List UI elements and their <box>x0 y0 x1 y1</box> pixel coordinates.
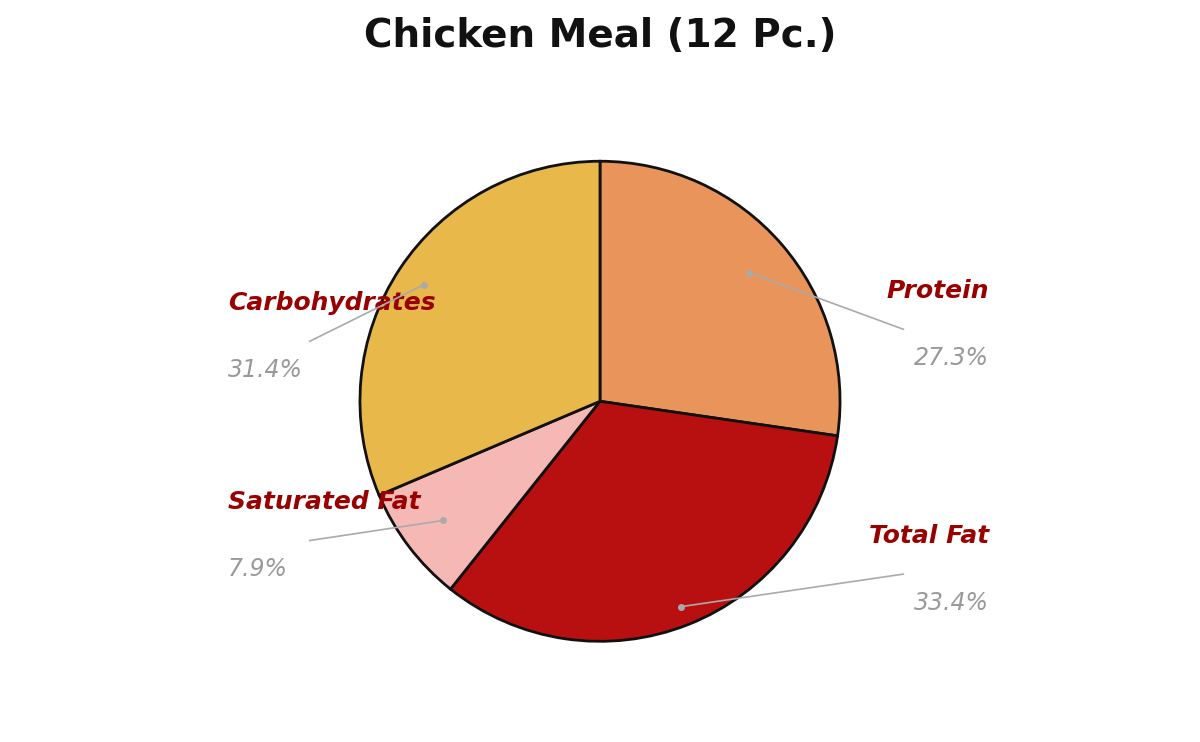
Text: 7.9%: 7.9% <box>228 557 288 581</box>
Text: 27.3%: 27.3% <box>914 346 989 370</box>
Text: 31.4%: 31.4% <box>228 358 302 382</box>
Text: 33.4%: 33.4% <box>914 591 989 615</box>
Text: Saturated Fat: Saturated Fat <box>228 490 420 514</box>
Text: Carbohydrates: Carbohydrates <box>228 291 436 315</box>
Text: Total Fat: Total Fat <box>869 524 989 548</box>
Wedge shape <box>379 401 600 589</box>
Wedge shape <box>600 161 840 436</box>
Text: Protein: Protein <box>887 279 989 303</box>
Wedge shape <box>360 161 600 495</box>
Wedge shape <box>450 401 838 641</box>
Title: Chicken Meal (12 Pc.): Chicken Meal (12 Pc.) <box>364 16 836 55</box>
